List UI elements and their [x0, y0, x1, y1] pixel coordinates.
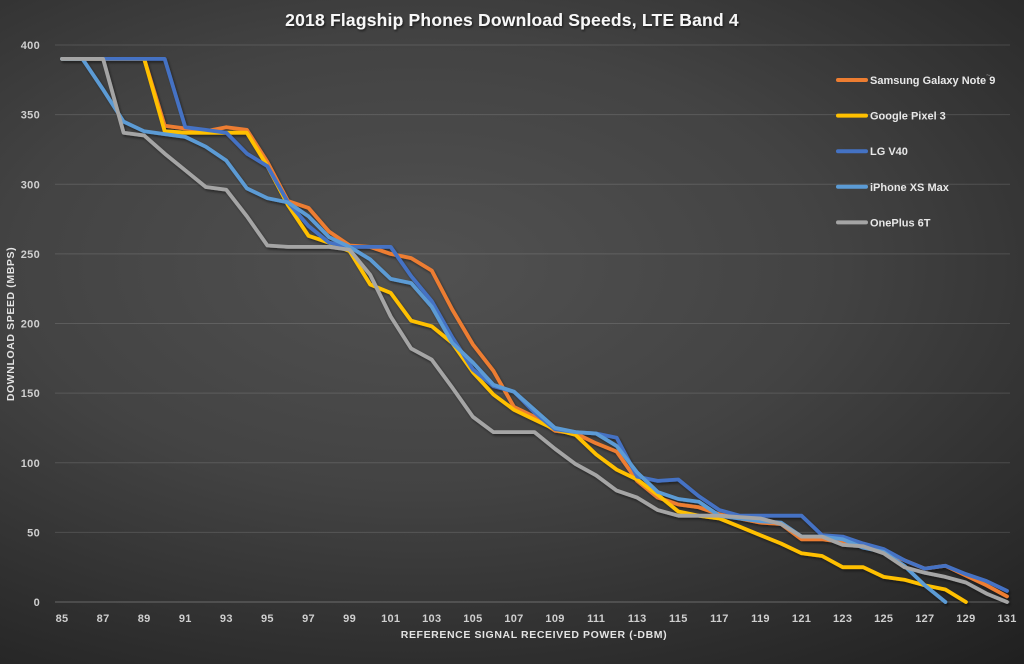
x-tick-label-103: 103 [422, 613, 441, 625]
x-tick-label-89: 89 [138, 613, 151, 625]
legend-label-iphone-xs-max: iPhone XS Max [870, 182, 950, 194]
series-line-samsung-galaxy-note-9 [60, 57, 1009, 599]
y-axis-tick-labels: 0 50 100 150 200 250 300 350 400 [21, 40, 40, 609]
x-tick-label-115: 115 [669, 613, 688, 625]
x-tick-label-119: 119 [751, 613, 770, 625]
x-tick-label-127: 127 [915, 613, 934, 625]
x-tick-label-131: 131 [997, 613, 1016, 625]
x-tick-label-101: 101 [381, 613, 400, 625]
x-tick-label-121: 121 [792, 613, 811, 625]
chart-title: 2018 Flagship Phones Download Speeds, LT… [285, 10, 739, 30]
y-tick-label-100: 100 [21, 458, 40, 470]
series-line-oneplus-6t [60, 57, 1009, 604]
legend-item-oneplus-6t: OnePlus 6T [836, 217, 931, 229]
x-tick-label-97: 97 [302, 613, 315, 625]
legend: Samsung Galaxy Note 9 Google Pixel 3 LG V4… [836, 71, 995, 229]
series-line-iphone-xs-max [60, 57, 948, 604]
x-tick-label-99: 99 [343, 613, 356, 625]
x-tick-label-91: 91 [179, 613, 192, 625]
x-tick-label-85: 85 [56, 613, 69, 625]
y-tick-label-250: 250 [21, 249, 40, 261]
y-axis-title: DOWNLOAD SPEED (MBPS) [5, 247, 17, 401]
legend-item-lg-v40: LG V40 [836, 146, 908, 158]
legend-label-oneplus-6t: OnePlus 6T [870, 217, 931, 229]
x-tick-label-113: 113 [628, 613, 647, 625]
y-tick-label-50: 50 [27, 527, 40, 539]
x-tick-label-95: 95 [261, 613, 274, 625]
legend-label-google-pixel-3: Google Pixel 3 [870, 111, 946, 123]
legend-label-samsung-galaxy-note-9: Samsung Galaxy Note 9 [870, 75, 995, 87]
legend-item-iphone-xs-max: iPhone XS Max [836, 182, 950, 194]
x-tick-label-125: 125 [874, 613, 893, 625]
x-tick-label-129: 129 [956, 613, 975, 625]
x-axis-title: REFERENCE SIGNAL RECEIVED POWER (-DBM) [401, 629, 667, 641]
y-tick-label-350: 350 [21, 110, 40, 122]
x-tick-label-123: 123 [833, 613, 852, 625]
legend-label-lg-v40: LG V40 [870, 146, 908, 158]
series-line-lg-v40 [60, 57, 1009, 593]
legend-item-google-pixel-3: Google Pixel 3 [836, 111, 946, 123]
y-tick-label-0: 0 [34, 597, 40, 609]
legend-item-samsung-galaxy-note-9: Samsung Galaxy Note 9 [836, 75, 995, 87]
x-tick-label-117: 117 [710, 613, 729, 625]
x-tick-label-87: 87 [97, 613, 110, 625]
x-tick-label-93: 93 [220, 613, 233, 625]
y-tick-label-200: 200 [21, 319, 40, 331]
x-axis-tick-labels: 85 87 89 91 93 95 97 99 101 103 105 107 109 111 113 115… [56, 613, 1017, 625]
gridlines [55, 44, 1010, 603]
y-tick-label-150: 150 [21, 388, 40, 400]
series-line-google-pixel-3 [60, 57, 968, 604]
x-tick-label-107: 107 [504, 613, 523, 625]
x-tick-label-109: 109 [545, 613, 564, 625]
y-tick-label-400: 400 [21, 40, 40, 52]
x-tick-label-105: 105 [463, 613, 482, 625]
series-lines [60, 57, 1009, 604]
y-tick-label-300: 300 [21, 179, 40, 191]
legend-artifact-mark: ~ [986, 71, 991, 80]
x-tick-label-111: 111 [587, 613, 605, 625]
